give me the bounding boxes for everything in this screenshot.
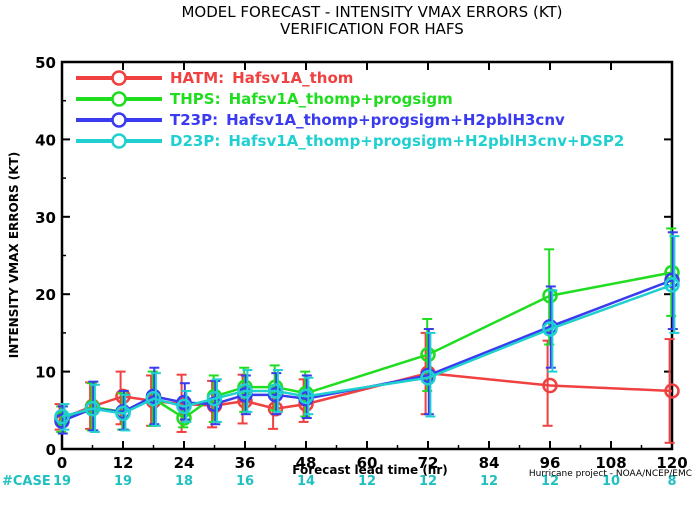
- case-count: 19: [114, 474, 132, 489]
- x-tick-label: 120: [656, 454, 687, 472]
- data-point: [298, 388, 314, 405]
- case-count: 12: [541, 474, 559, 489]
- chart-subtitle: VERIFICATION FOR HAFS: [280, 20, 464, 38]
- legend-series-name: THPS:: [170, 90, 221, 108]
- y-tick-label: 50: [35, 54, 56, 72]
- legend-swatch-marker: [111, 133, 127, 149]
- data-point: [176, 398, 192, 415]
- x-tick-label: 24: [174, 454, 195, 472]
- x-tick-label: 48: [296, 454, 317, 472]
- x-tick-label: 12: [113, 454, 134, 472]
- series-d23p: [54, 235, 680, 433]
- case-count: 16: [236, 474, 254, 489]
- y-axis-label: INTENSITY VMAX ERRORS (KT): [7, 152, 21, 358]
- data-point: [54, 413, 70, 429]
- series-line: [61, 283, 673, 418]
- x-tick-label: 72: [418, 454, 439, 472]
- legend-series-desc: Hafsv1A_thomp+progsigm: [229, 90, 453, 108]
- case-count: 14: [297, 474, 315, 489]
- legend-entry: THPS: Hafsv1A_thomp+progsigm: [76, 90, 453, 108]
- legend-series-desc: Hafsv1A_thomp+progsigm+H2pblH3cnv+DSP2: [228, 132, 624, 150]
- data-point: [664, 277, 680, 293]
- case-count: 8: [667, 474, 676, 489]
- data-point: [542, 377, 558, 394]
- legend-swatch-marker: [111, 91, 127, 107]
- legend-entry: HATM: Hafsv1A_thom: [76, 69, 353, 87]
- legend-label: HATM: Hafsv1A_thom: [170, 69, 353, 87]
- x-tick-label: 60: [357, 454, 378, 472]
- case-count: 19: [53, 474, 71, 489]
- legend-series-desc: Hafsv1A_thomp+progsigm+H2pblH3cnv: [226, 111, 565, 129]
- data-point: [115, 405, 131, 422]
- case-row-label: #CASE: [2, 474, 51, 489]
- legend-series-desc: Hafsv1A_thom: [232, 69, 353, 87]
- case-count: 10: [602, 474, 620, 489]
- data-point: [145, 390, 162, 407]
- legend-series-name: T23P:: [170, 111, 218, 129]
- data-point: [84, 401, 101, 417]
- x-tick-label: 0: [57, 454, 67, 472]
- x-axis-label: Forecast lead time (hr): [292, 463, 448, 477]
- x-tick-label: 96: [540, 454, 561, 472]
- data-point: [542, 321, 558, 337]
- legend-series-name: HATM:: [170, 69, 224, 87]
- legend-entry: D23P: Hafsv1A_thomp+progsigm+H2pblH3cnv+D…: [76, 132, 624, 150]
- data-point: [206, 390, 223, 407]
- data-point: [664, 383, 680, 399]
- chart-title: MODEL FORECAST - INTENSITY VMAX ERRORS (…: [181, 3, 562, 21]
- legend-label: D23P: Hafsv1A_thomp+progsigm+H2pblH3cnv+D…: [170, 132, 624, 150]
- y-tick-label: 30: [35, 209, 56, 227]
- case-count: 18: [175, 474, 193, 489]
- y-tick-label: 40: [35, 131, 56, 149]
- x-tick-label: 108: [595, 454, 626, 472]
- y-tick-label: 20: [35, 286, 56, 304]
- legend-swatch-marker: [111, 70, 127, 86]
- legend-series-name: D23P:: [170, 132, 220, 150]
- data-point: [664, 272, 680, 289]
- y-tick-label: 10: [35, 364, 56, 382]
- data-point: [237, 383, 253, 399]
- legend-label: THPS: Hafsv1A_thomp+progsigm: [170, 90, 453, 108]
- data-point: [267, 383, 284, 399]
- legend-swatch-marker: [111, 112, 127, 128]
- data-point: [54, 408, 70, 425]
- y-tick-label: 0: [46, 441, 56, 459]
- case-count: 12: [358, 474, 376, 489]
- x-tick-label: 84: [479, 454, 500, 472]
- credit-text: Hurricane project - NOAA/NCEP/EMC: [529, 469, 692, 479]
- legend-entry: T23P: Hafsv1A_thomp+progsigm+H2pblH3cnv: [76, 111, 565, 129]
- legend-label: T23P: Hafsv1A_thomp+progsigm+H2pblH3cnv: [170, 111, 565, 129]
- x-tick-label: 36: [235, 454, 256, 472]
- case-count: 12: [480, 474, 498, 489]
- case-count: 12: [419, 474, 437, 489]
- data-point: [420, 370, 436, 386]
